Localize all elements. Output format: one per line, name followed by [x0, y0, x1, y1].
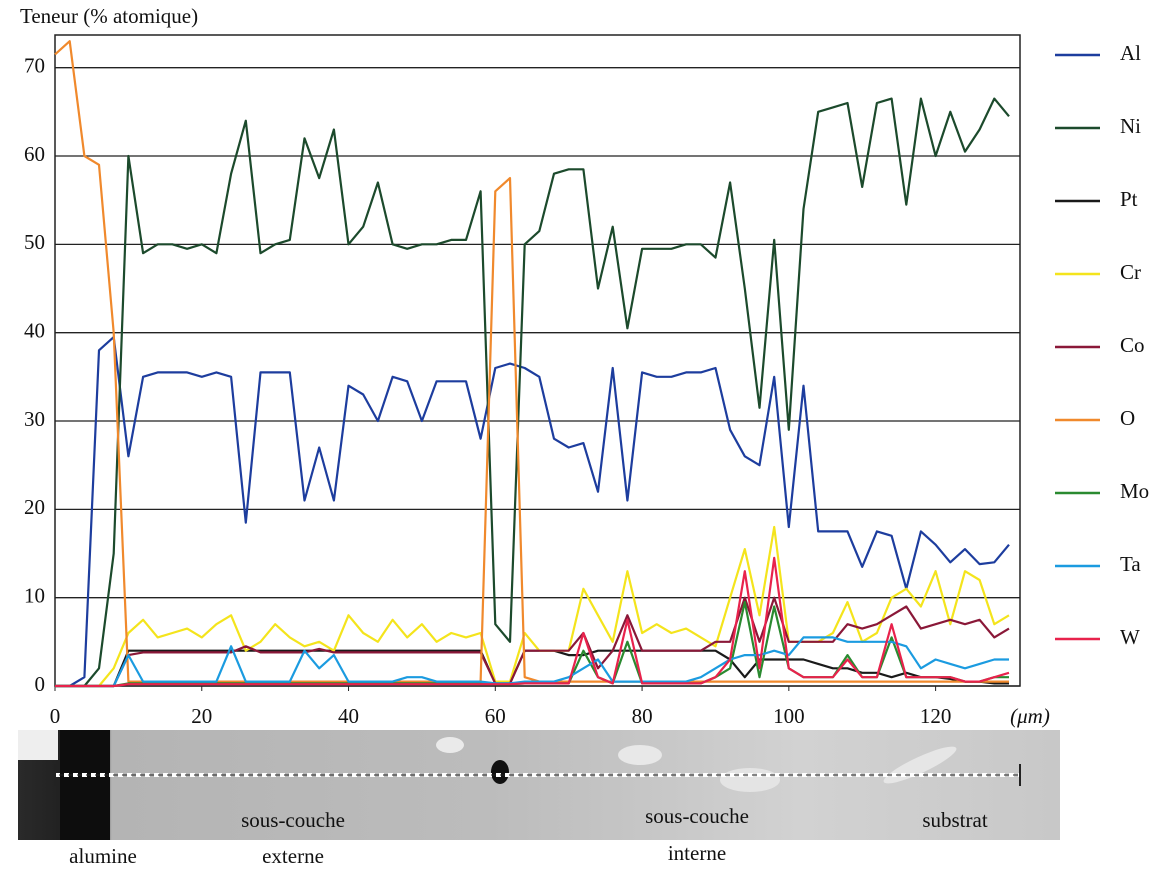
x-tick-label: 20	[191, 704, 212, 728]
y-tick-label: 0	[35, 672, 46, 696]
y-tick-label: 60	[24, 142, 45, 166]
x-tick-label: 40	[338, 704, 359, 728]
legend-label: Mo	[1120, 479, 1149, 503]
series-line	[55, 556, 1010, 688]
series-line	[55, 336, 1010, 688]
legend-label: Ni	[1120, 114, 1141, 138]
annotation: substrat	[922, 808, 987, 832]
y-tick-label: 70	[24, 53, 45, 77]
y-tick-label: 10	[24, 583, 45, 607]
x-tick-label: 0	[50, 704, 61, 728]
y-tick-label: 20	[24, 495, 45, 519]
legend-label: Co	[1120, 333, 1145, 357]
legend-label: Cr	[1120, 260, 1141, 284]
annotation: alumine	[69, 844, 137, 868]
x-tick-label: 60	[485, 704, 506, 728]
annotation: sous-couche	[645, 804, 749, 828]
y-axis-label: Teneur (% atomique)	[20, 4, 198, 28]
legend-label: Al	[1120, 41, 1141, 65]
annotation: interne	[668, 841, 726, 865]
x-axis-label: (μm)	[1010, 704, 1050, 728]
annotation: sous-couche	[241, 808, 345, 832]
x-tick-label: 120	[920, 704, 952, 728]
series-line	[54, 40, 1009, 683]
legend-label: O	[1120, 406, 1135, 430]
series-line	[55, 636, 1009, 688]
legend-label: Pt	[1120, 187, 1138, 211]
y-tick-label: 40	[24, 318, 45, 342]
x-tick-label: 100	[773, 704, 805, 728]
legend-label: Ta	[1120, 552, 1141, 576]
y-tick-label: 50	[24, 230, 45, 254]
annotation: externe	[262, 844, 324, 868]
y-tick-label: 30	[24, 407, 45, 431]
plot-frame	[54, 34, 1021, 687]
series-line	[55, 596, 1010, 688]
series-line	[55, 97, 1010, 688]
legend-label: W	[1120, 625, 1140, 649]
micrograph	[18, 730, 1060, 840]
x-tick-label: 80	[632, 704, 653, 728]
series-line	[55, 525, 1010, 688]
